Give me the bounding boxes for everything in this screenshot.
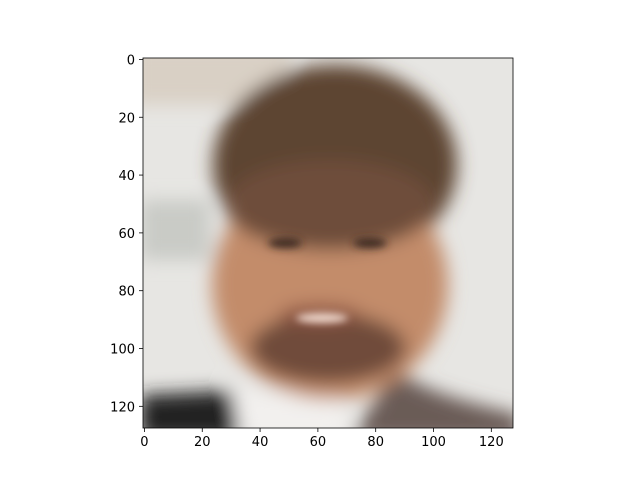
x-tick-label: 60 [310, 435, 327, 450]
x-tick-label: 20 [194, 435, 211, 450]
x-tick-label: 0 [140, 435, 148, 450]
image [143, 58, 513, 428]
y-tick-label: 120 [110, 400, 135, 415]
x-tick-label: 40 [252, 435, 269, 450]
y-tick-label: 0 [127, 53, 135, 68]
y-tick-label: 40 [118, 169, 135, 184]
x-tick-label: 100 [421, 435, 446, 450]
y-tick-label: 20 [118, 111, 135, 126]
x-tick-label: 120 [479, 435, 504, 450]
y-tick-label: 80 [118, 285, 135, 300]
y-tick-label: 60 [118, 227, 135, 242]
axes-frame [142, 57, 514, 429]
x-tick-label: 80 [367, 435, 384, 450]
y-tick-label: 100 [110, 343, 135, 358]
